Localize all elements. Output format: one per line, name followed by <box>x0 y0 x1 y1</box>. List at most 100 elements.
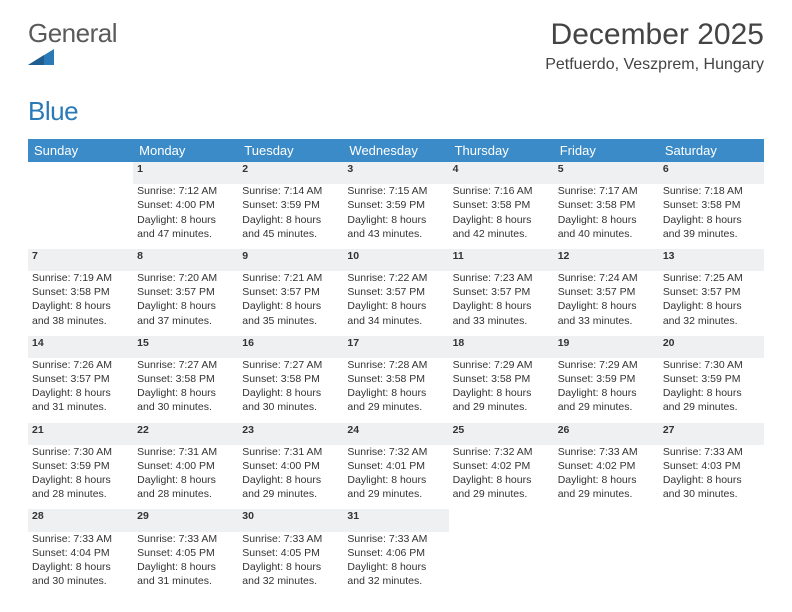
day-number: 13 <box>659 249 764 271</box>
day-info: Sunrise: 7:31 AMSunset: 4:00 PMDaylight:… <box>133 445 238 510</box>
daylight-text: Daylight: 8 hours and 31 minutes. <box>137 560 234 588</box>
day-number: 23 <box>238 423 343 445</box>
day-info: Sunrise: 7:30 AMSunset: 3:59 PMDaylight:… <box>659 358 764 423</box>
day-number <box>554 509 659 531</box>
sunrise-text: Sunrise: 7:33 AM <box>242 532 339 546</box>
daylight-text: Daylight: 8 hours and 38 minutes. <box>32 299 129 327</box>
daylight-text: Daylight: 8 hours and 39 minutes. <box>663 213 760 241</box>
sunset-text: Sunset: 3:58 PM <box>663 198 760 212</box>
day-info: Sunrise: 7:23 AMSunset: 3:57 PMDaylight:… <box>449 271 554 336</box>
day-number-row: 78910111213 <box>28 249 764 271</box>
sunrise-text: Sunrise: 7:17 AM <box>558 184 655 198</box>
day-info: Sunrise: 7:19 AMSunset: 3:58 PMDaylight:… <box>28 271 133 336</box>
daylight-text: Daylight: 8 hours and 30 minutes. <box>242 386 339 414</box>
sunset-text: Sunset: 3:57 PM <box>558 285 655 299</box>
sunrise-text: Sunrise: 7:15 AM <box>347 184 444 198</box>
logo-text: General Blue <box>28 18 117 127</box>
daylight-text: Daylight: 8 hours and 32 minutes. <box>242 560 339 588</box>
day-number: 19 <box>554 336 659 358</box>
sunrise-text: Sunrise: 7:16 AM <box>453 184 550 198</box>
day-info: Sunrise: 7:14 AMSunset: 3:59 PMDaylight:… <box>238 184 343 249</box>
sunrise-text: Sunrise: 7:30 AM <box>663 358 760 372</box>
daylight-text: Daylight: 8 hours and 32 minutes. <box>663 299 760 327</box>
sunset-text: Sunset: 3:57 PM <box>453 285 550 299</box>
day-info: Sunrise: 7:33 AMSunset: 4:03 PMDaylight:… <box>659 445 764 510</box>
day-info: Sunrise: 7:32 AMSunset: 4:01 PMDaylight:… <box>343 445 448 510</box>
sunrise-text: Sunrise: 7:33 AM <box>137 532 234 546</box>
logo-word1: General <box>28 18 117 48</box>
day-info <box>554 532 659 597</box>
logo: General Blue <box>28 18 117 127</box>
day-info: Sunrise: 7:28 AMSunset: 3:58 PMDaylight:… <box>343 358 448 423</box>
daylight-text: Daylight: 8 hours and 31 minutes. <box>32 386 129 414</box>
day-info: Sunrise: 7:29 AMSunset: 3:59 PMDaylight:… <box>554 358 659 423</box>
day-number: 31 <box>343 509 448 531</box>
daylight-text: Daylight: 8 hours and 35 minutes. <box>242 299 339 327</box>
sunrise-text: Sunrise: 7:33 AM <box>663 445 760 459</box>
sunset-text: Sunset: 4:05 PM <box>242 546 339 560</box>
calendar-table: Sunday Monday Tuesday Wednesday Thursday… <box>28 139 764 596</box>
daylight-text: Daylight: 8 hours and 29 minutes. <box>453 473 550 501</box>
day-info <box>449 532 554 597</box>
daylight-text: Daylight: 8 hours and 29 minutes. <box>453 386 550 414</box>
weekday-header: Saturday <box>659 139 764 162</box>
day-number-row: 28293031 <box>28 509 764 531</box>
sunset-text: Sunset: 4:00 PM <box>137 198 234 212</box>
sunrise-text: Sunrise: 7:32 AM <box>453 445 550 459</box>
day-info: Sunrise: 7:30 AMSunset: 3:59 PMDaylight:… <box>28 445 133 510</box>
sunrise-text: Sunrise: 7:25 AM <box>663 271 760 285</box>
daylight-text: Daylight: 8 hours and 40 minutes. <box>558 213 655 241</box>
weekday-header: Sunday <box>28 139 133 162</box>
day-info: Sunrise: 7:31 AMSunset: 4:00 PMDaylight:… <box>238 445 343 510</box>
location: Petfuerdo, Veszprem, Hungary <box>545 56 764 74</box>
day-number: 5 <box>554 162 659 184</box>
sunrise-text: Sunrise: 7:29 AM <box>558 358 655 372</box>
sunset-text: Sunset: 4:03 PM <box>663 459 760 473</box>
day-info: Sunrise: 7:15 AMSunset: 3:59 PMDaylight:… <box>343 184 448 249</box>
day-number: 14 <box>28 336 133 358</box>
sunset-text: Sunset: 4:01 PM <box>347 459 444 473</box>
sunset-text: Sunset: 3:59 PM <box>347 198 444 212</box>
sunrise-text: Sunrise: 7:18 AM <box>663 184 760 198</box>
day-number: 26 <box>554 423 659 445</box>
sunrise-text: Sunrise: 7:23 AM <box>453 271 550 285</box>
sunrise-text: Sunrise: 7:27 AM <box>137 358 234 372</box>
weekday-header: Thursday <box>449 139 554 162</box>
sunrise-text: Sunrise: 7:33 AM <box>32 532 129 546</box>
daylight-text: Daylight: 8 hours and 29 minutes. <box>347 386 444 414</box>
daylight-text: Daylight: 8 hours and 33 minutes. <box>453 299 550 327</box>
day-info: Sunrise: 7:12 AMSunset: 4:00 PMDaylight:… <box>133 184 238 249</box>
daylight-text: Daylight: 8 hours and 33 minutes. <box>558 299 655 327</box>
sunrise-text: Sunrise: 7:33 AM <box>558 445 655 459</box>
day-number: 6 <box>659 162 764 184</box>
sunset-text: Sunset: 3:58 PM <box>242 372 339 386</box>
day-info: Sunrise: 7:22 AMSunset: 3:57 PMDaylight:… <box>343 271 448 336</box>
sunset-text: Sunset: 3:57 PM <box>242 285 339 299</box>
daylight-text: Daylight: 8 hours and 29 minutes. <box>558 473 655 501</box>
day-number: 12 <box>554 249 659 271</box>
day-number: 29 <box>133 509 238 531</box>
day-info: Sunrise: 7:33 AMSunset: 4:05 PMDaylight:… <box>133 532 238 597</box>
day-number: 18 <box>449 336 554 358</box>
sunset-text: Sunset: 4:02 PM <box>558 459 655 473</box>
day-info: Sunrise: 7:29 AMSunset: 3:58 PMDaylight:… <box>449 358 554 423</box>
day-number: 30 <box>238 509 343 531</box>
day-number: 1 <box>133 162 238 184</box>
daylight-text: Daylight: 8 hours and 28 minutes. <box>137 473 234 501</box>
day-number: 28 <box>28 509 133 531</box>
sunrise-text: Sunrise: 7:24 AM <box>558 271 655 285</box>
weekday-header: Monday <box>133 139 238 162</box>
weekday-header: Friday <box>554 139 659 162</box>
day-info: Sunrise: 7:26 AMSunset: 3:57 PMDaylight:… <box>28 358 133 423</box>
sunrise-text: Sunrise: 7:32 AM <box>347 445 444 459</box>
day-info: Sunrise: 7:33 AMSunset: 4:02 PMDaylight:… <box>554 445 659 510</box>
logo-word2: Blue <box>28 96 78 126</box>
day-info-row: Sunrise: 7:33 AMSunset: 4:04 PMDaylight:… <box>28 532 764 597</box>
day-number <box>659 509 764 531</box>
day-number <box>449 509 554 531</box>
day-number: 22 <box>133 423 238 445</box>
daylight-text: Daylight: 8 hours and 37 minutes. <box>137 299 234 327</box>
day-number: 2 <box>238 162 343 184</box>
day-info: Sunrise: 7:27 AMSunset: 3:58 PMDaylight:… <box>133 358 238 423</box>
day-info-row: Sunrise: 7:19 AMSunset: 3:58 PMDaylight:… <box>28 271 764 336</box>
